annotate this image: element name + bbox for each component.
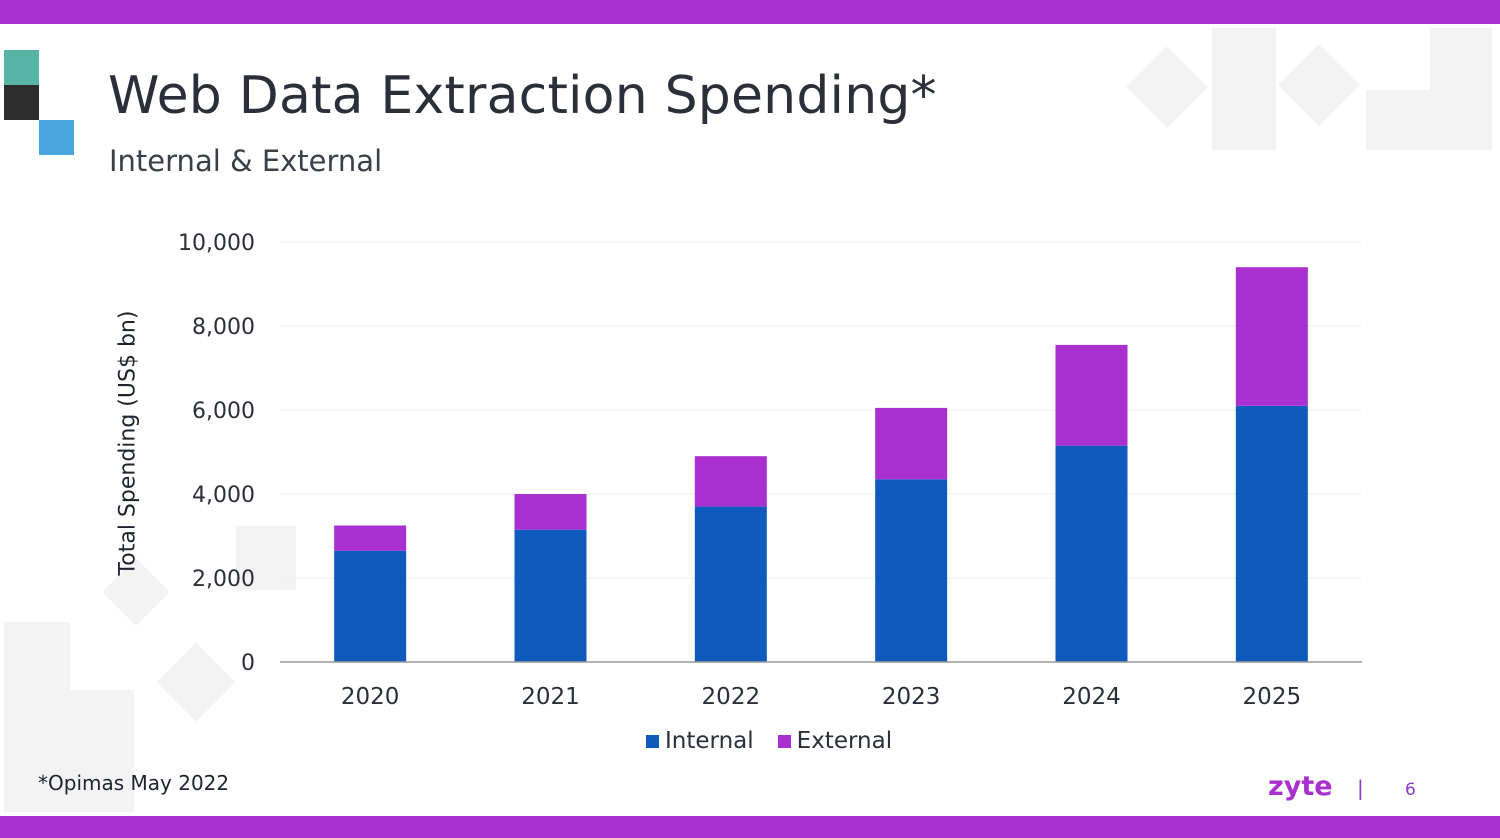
bar-internal-2025 bbox=[1235, 405, 1308, 662]
y-tick-label-4000: 4,000 bbox=[192, 483, 255, 508]
x-tick-label-2025: 2025 bbox=[1243, 684, 1302, 710]
page-subtitle: Internal & External bbox=[109, 144, 383, 178]
bar-external-2025 bbox=[1235, 267, 1308, 406]
bar-external-2022 bbox=[694, 456, 767, 507]
bar-internal-2024 bbox=[1055, 445, 1128, 662]
bar-internal-2023 bbox=[875, 479, 948, 662]
legend-swatch-internal bbox=[646, 734, 659, 748]
footnote-source: *Opimas May 2022 bbox=[38, 771, 230, 795]
legend-label-external: External bbox=[796, 728, 893, 754]
logo-square-blue bbox=[39, 120, 74, 155]
decor-rect-left-1 bbox=[4, 622, 70, 812]
x-tick-label-2023: 2023 bbox=[882, 684, 941, 710]
logo-square-dark bbox=[4, 85, 39, 120]
legend-item-internal: Internal bbox=[646, 728, 754, 754]
bar-internal-2021 bbox=[514, 529, 587, 662]
x-tick-label-2020: 2020 bbox=[341, 684, 400, 710]
logo-square-teal bbox=[4, 50, 39, 85]
y-tick-label-2000: 2,000 bbox=[192, 567, 255, 592]
top-accent-bar bbox=[0, 0, 1500, 24]
legend-label-internal: Internal bbox=[665, 728, 754, 754]
bar-external-2021 bbox=[514, 494, 587, 530]
y-tick-label-10000: 10,000 bbox=[178, 231, 255, 256]
bottom-accent-bar bbox=[0, 816, 1500, 838]
decor-rect-top-1 bbox=[1212, 28, 1276, 150]
y-tick-label-0: 0 bbox=[241, 651, 255, 676]
chart-legend: Internal External bbox=[646, 728, 916, 754]
bar-external-2020 bbox=[334, 525, 407, 551]
decor-rect-left-2 bbox=[70, 690, 134, 812]
decor-rect-top-2 bbox=[1366, 90, 1492, 150]
bar-internal-2020 bbox=[334, 550, 407, 662]
y-axis-label: Total Spending (US$ bn) bbox=[115, 310, 141, 576]
bar-external-2023 bbox=[875, 407, 948, 480]
x-tick-label-2022: 2022 bbox=[702, 684, 761, 710]
page-number: 6 bbox=[1405, 780, 1416, 800]
y-tick-label-6000: 6,000 bbox=[192, 399, 255, 424]
decor-rect-left-3 bbox=[236, 526, 296, 590]
x-tick-label-2021: 2021 bbox=[521, 684, 580, 710]
legend-swatch-external bbox=[777, 734, 791, 748]
page-title: Web Data Extraction Spending* bbox=[108, 66, 937, 126]
footer-separator: | bbox=[1357, 776, 1364, 800]
brand-logo-text: zyte bbox=[1268, 771, 1333, 802]
x-tick-label-2024: 2024 bbox=[1062, 684, 1121, 710]
bar-external-2024 bbox=[1055, 344, 1128, 446]
bar-internal-2022 bbox=[694, 506, 767, 662]
legend-item-external: External bbox=[777, 728, 893, 754]
y-tick-label-8000: 8,000 bbox=[192, 315, 255, 340]
decor-rect-top-3 bbox=[1430, 28, 1492, 90]
